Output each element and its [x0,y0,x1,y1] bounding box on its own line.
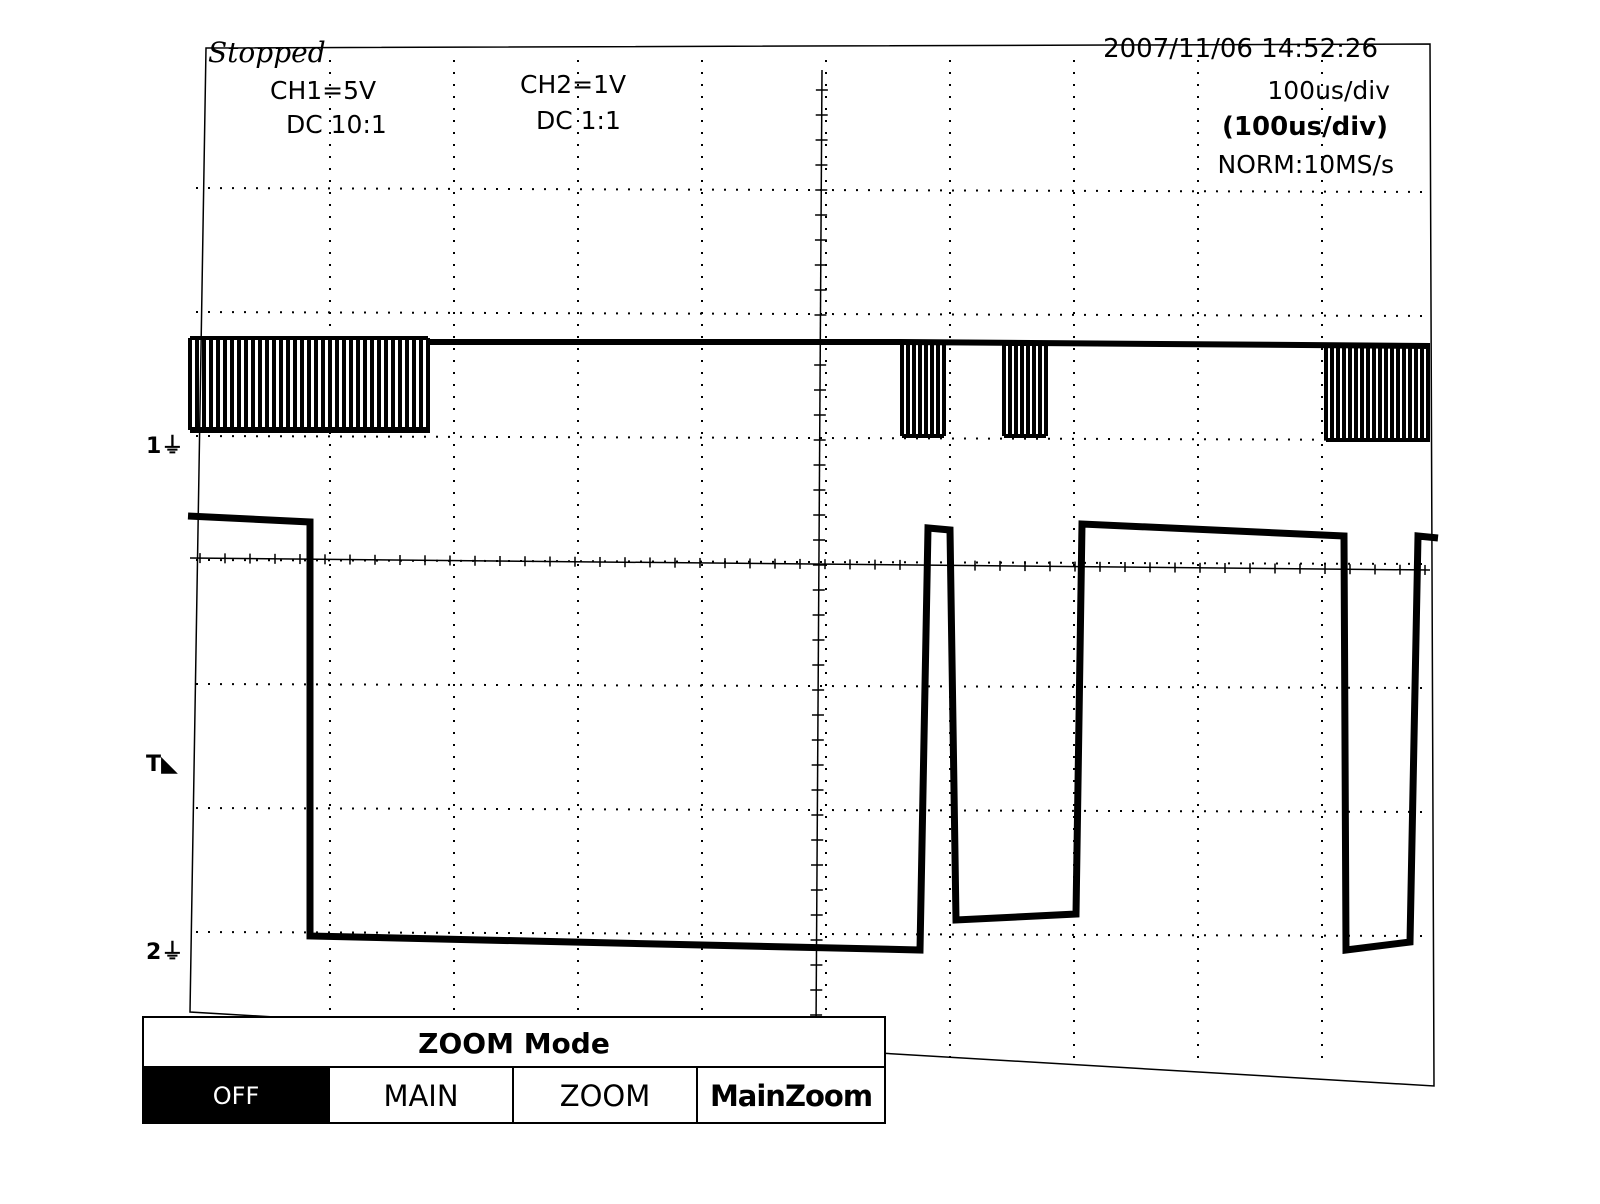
ch2-scale-readout: CH2=1V [520,70,627,99]
zoom-option-off[interactable]: OFF [144,1068,328,1122]
acquisition-mode-readout: NORM:10MS/s [1217,150,1394,179]
trigger-arrow-icon: ◣ [161,752,178,777]
ch1-scale-readout: CH1=5V [270,76,377,105]
ch1-waveform [188,336,1431,442]
center-axis-ticks [189,69,1431,1031]
graticule-border [189,43,1435,1087]
zoom-timebase-readout: (100us/div) [1222,112,1388,142]
ground-icon: ⏚ [161,434,184,459]
date-time-readout: 2007/11/06 14:52:26 [1103,34,1378,64]
zoom-option-main[interactable]: MAIN [328,1068,512,1122]
zoom-option-zoom[interactable]: ZOOM [512,1068,696,1122]
zoom-mode-menu: ZOOM Mode OFF MAIN ZOOM MainZoom [142,1016,886,1124]
zoom-menu-title: ZOOM Mode [144,1018,884,1068]
ch2-waveform [187,512,1439,954]
ch1-coupling-readout: DC 10:1 [286,110,387,139]
ch2-coupling-readout: DC 1:1 [536,106,621,135]
ch2-ground-marker: 2⏚ [146,940,184,965]
trigger-level-marker: T◣ [146,752,178,777]
ground-icon: ⏚ [161,940,184,965]
zoom-option-mainzoom[interactable]: MainZoom [696,1068,884,1122]
timebase-readout: 100us/div [1267,76,1390,105]
acquisition-status: Stopped [208,36,326,69]
ch1-ground-marker: 1⏚ [146,434,184,459]
